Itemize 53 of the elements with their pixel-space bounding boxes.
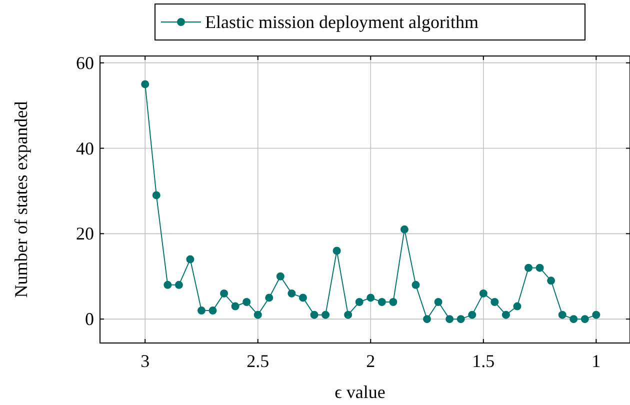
- point: [164, 280, 172, 289]
- y-tick-label: 60: [76, 52, 94, 73]
- x-tick-label: 2: [366, 351, 376, 371]
- point: [242, 298, 251, 306]
- point: [310, 310, 318, 319]
- point: [208, 306, 217, 315]
- point: [355, 298, 364, 306]
- point: [434, 298, 442, 306]
- point: [265, 294, 274, 302]
- y-tick-label: 40: [76, 138, 94, 158]
- point: [186, 255, 194, 264]
- point: [152, 191, 160, 200]
- point: [468, 310, 476, 319]
- point: [479, 289, 488, 298]
- point: [378, 298, 386, 306]
- point: [446, 315, 454, 324]
- x-tick-label: 3: [140, 351, 150, 371]
- point: [322, 310, 330, 319]
- point: [592, 310, 600, 319]
- point: [524, 264, 533, 272]
- point: [332, 246, 341, 255]
- point: [536, 264, 544, 272]
- point: [400, 225, 408, 234]
- point: [366, 294, 375, 302]
- point: [389, 298, 398, 306]
- y-tick-label: 20: [76, 224, 94, 244]
- point: [141, 80, 150, 88]
- x-tick-label: 1.5: [472, 351, 495, 371]
- point: [254, 310, 262, 319]
- point: [456, 315, 465, 324]
- point: [423, 315, 432, 324]
- point: [344, 310, 352, 319]
- point: [174, 280, 183, 289]
- point: [220, 289, 228, 298]
- point: [570, 315, 578, 324]
- point: [502, 310, 510, 319]
- point: [231, 302, 240, 310]
- x-tick-label: 1: [592, 351, 601, 371]
- point: [197, 306, 206, 315]
- point: [298, 294, 307, 302]
- legend-label: Elastic mission deployment algorithm: [205, 12, 478, 32]
- y-axis-title: Number of states expanded: [11, 101, 31, 298]
- point: [490, 298, 499, 306]
- x-tick-label: 2.5: [246, 351, 270, 371]
- point: [580, 315, 589, 324]
- point: [412, 280, 420, 289]
- point: [276, 272, 284, 280]
- y-tick-label: 0: [85, 309, 94, 330]
- point: [513, 302, 522, 310]
- point: [558, 310, 566, 319]
- x-axis-title: ϵ value: [334, 382, 386, 402]
- point: [288, 289, 296, 298]
- point: [547, 276, 556, 285]
